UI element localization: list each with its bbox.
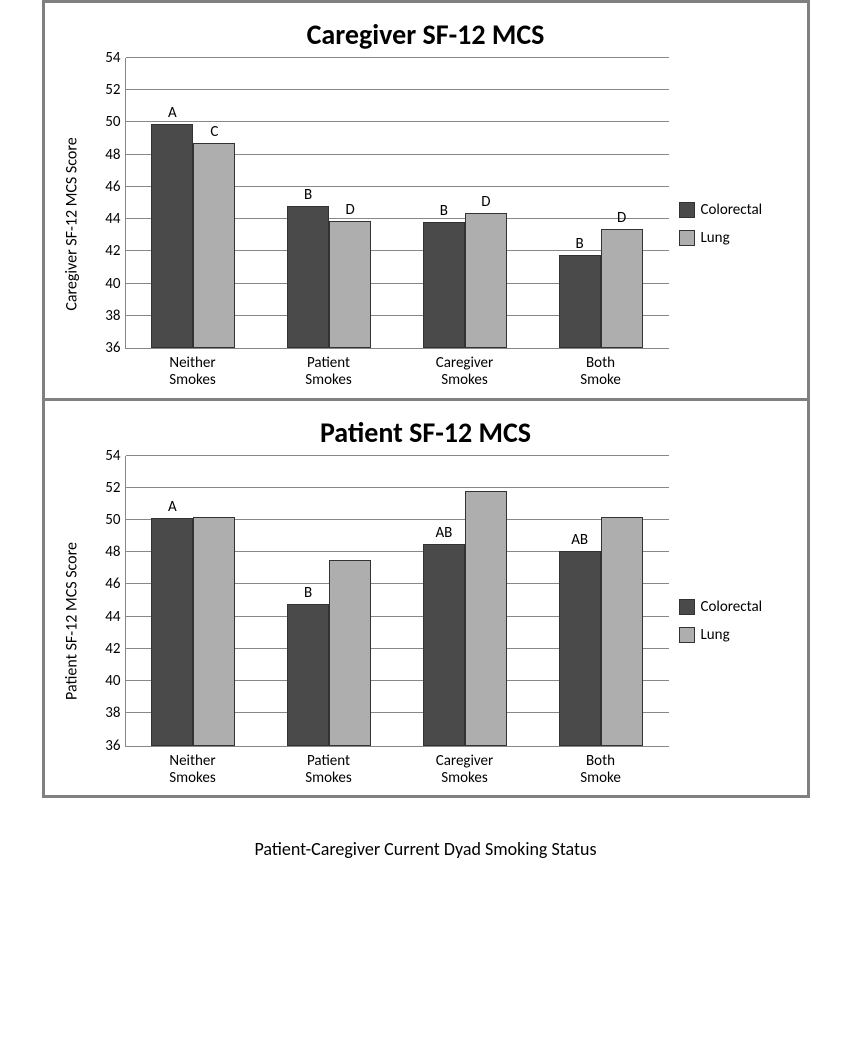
chart-title: Patient SF-12 MCS bbox=[53, 415, 799, 450]
y-tick-label: 38 bbox=[105, 704, 120, 722]
bar-annotation: B bbox=[440, 202, 448, 222]
bar-group: AB bbox=[397, 456, 533, 746]
bar-group: AC bbox=[126, 58, 262, 348]
y-tick-label: 36 bbox=[105, 339, 120, 357]
x-tick-label: PatientSmokes bbox=[261, 355, 397, 390]
y-tick-label: 44 bbox=[105, 210, 120, 228]
y-tick-label: 54 bbox=[105, 447, 120, 465]
bar: A bbox=[151, 518, 193, 745]
bar: A bbox=[151, 124, 193, 348]
y-tick-label: 50 bbox=[105, 511, 120, 529]
bar-group: BD bbox=[533, 58, 669, 348]
legend-label: Lung bbox=[701, 626, 730, 644]
bar-annotation: AB bbox=[435, 524, 452, 544]
chart-panel: Patient SF-12 MCS Patient SF-12 MCS Score… bbox=[45, 401, 807, 796]
bar bbox=[465, 491, 507, 746]
y-tick-label: 52 bbox=[105, 81, 120, 99]
y-tick-label: 48 bbox=[105, 146, 120, 164]
legend-swatch bbox=[679, 230, 695, 246]
y-tick-label: 44 bbox=[105, 608, 120, 626]
x-tick-label: CaregiverSmokes bbox=[397, 753, 533, 788]
bar-annotation: B bbox=[304, 584, 312, 604]
bar-annotation: AB bbox=[571, 531, 588, 551]
bar: C bbox=[193, 143, 235, 348]
x-tick-label: BothSmoke bbox=[533, 753, 669, 788]
y-tick-label: 46 bbox=[105, 575, 120, 593]
bar-group: BD bbox=[261, 58, 397, 348]
bar-annotation: D bbox=[481, 193, 490, 213]
bar: B bbox=[287, 604, 329, 746]
legend-label: Colorectal bbox=[701, 598, 763, 616]
legend: Colorectal Lung bbox=[669, 456, 799, 788]
bar-annotation: D bbox=[346, 201, 355, 221]
bar: D bbox=[601, 229, 643, 348]
y-tick-label: 36 bbox=[105, 737, 120, 755]
legend-item: Lung bbox=[679, 626, 799, 644]
chart-panel: Caregiver SF-12 MCS Caregiver SF-12 MCS S… bbox=[45, 3, 807, 401]
bar-annotation: B bbox=[304, 186, 312, 206]
legend-item: Colorectal bbox=[679, 598, 799, 616]
legend-swatch bbox=[679, 599, 695, 615]
bar: D bbox=[465, 213, 507, 348]
legend-swatch bbox=[679, 202, 695, 218]
y-axis-label: Caregiver SF-12 MCS Score bbox=[62, 137, 81, 310]
bar: AB bbox=[559, 551, 601, 746]
plot-area: ABABAB bbox=[125, 456, 669, 747]
y-tick-label: 42 bbox=[105, 242, 120, 260]
bar: B bbox=[287, 206, 329, 348]
y-tick-label: 42 bbox=[105, 640, 120, 658]
legend-label: Lung bbox=[701, 229, 730, 247]
bar-annotation: B bbox=[576, 235, 584, 255]
legend-item: Colorectal bbox=[679, 201, 799, 219]
bar-group: BD bbox=[397, 58, 533, 348]
x-tick-label: BothSmoke bbox=[533, 355, 669, 390]
bar: AB bbox=[423, 544, 465, 745]
bar: D bbox=[329, 221, 371, 348]
y-tick-label: 48 bbox=[105, 543, 120, 561]
y-tick-label: 50 bbox=[105, 113, 120, 131]
y-tick-label: 38 bbox=[105, 307, 120, 325]
bar-annotation: C bbox=[210, 123, 218, 143]
bar-group: AB bbox=[533, 456, 669, 746]
figure-frame: Caregiver SF-12 MCS Caregiver SF-12 MCS S… bbox=[42, 0, 810, 798]
bar-annotation: D bbox=[617, 209, 626, 229]
y-tick-label: 40 bbox=[105, 275, 120, 293]
bar: B bbox=[559, 255, 601, 348]
y-tick-label: 52 bbox=[105, 479, 120, 497]
x-tick-label: PatientSmokes bbox=[261, 753, 397, 788]
x-tick-label: CaregiverSmokes bbox=[397, 355, 533, 390]
x-tick-label: NeitherSmokes bbox=[125, 355, 261, 390]
bar bbox=[193, 517, 235, 746]
bar: B bbox=[423, 222, 465, 348]
legend-item: Lung bbox=[679, 229, 799, 247]
bar bbox=[329, 560, 371, 745]
x-tick-label: NeitherSmokes bbox=[125, 753, 261, 788]
legend: Colorectal Lung bbox=[669, 58, 799, 390]
y-tick-label: 46 bbox=[105, 178, 120, 196]
bar-group: B bbox=[261, 456, 397, 746]
y-tick-label: 54 bbox=[105, 49, 120, 67]
bar-annotation: A bbox=[168, 104, 177, 124]
y-tick-label: 40 bbox=[105, 672, 120, 690]
chart-title: Caregiver SF-12 MCS bbox=[53, 17, 799, 52]
y-axis-label: Patient SF-12 MCS Score bbox=[62, 542, 81, 700]
plot-area: ACBDBDBD bbox=[125, 58, 669, 349]
legend-label: Colorectal bbox=[701, 201, 763, 219]
shared-x-axis-label: Patient-Caregiver Current Dyad Smoking S… bbox=[0, 838, 851, 860]
bar-group: A bbox=[126, 456, 262, 746]
bar-annotation: A bbox=[168, 498, 177, 518]
legend-swatch bbox=[679, 627, 695, 643]
bar bbox=[601, 517, 643, 746]
